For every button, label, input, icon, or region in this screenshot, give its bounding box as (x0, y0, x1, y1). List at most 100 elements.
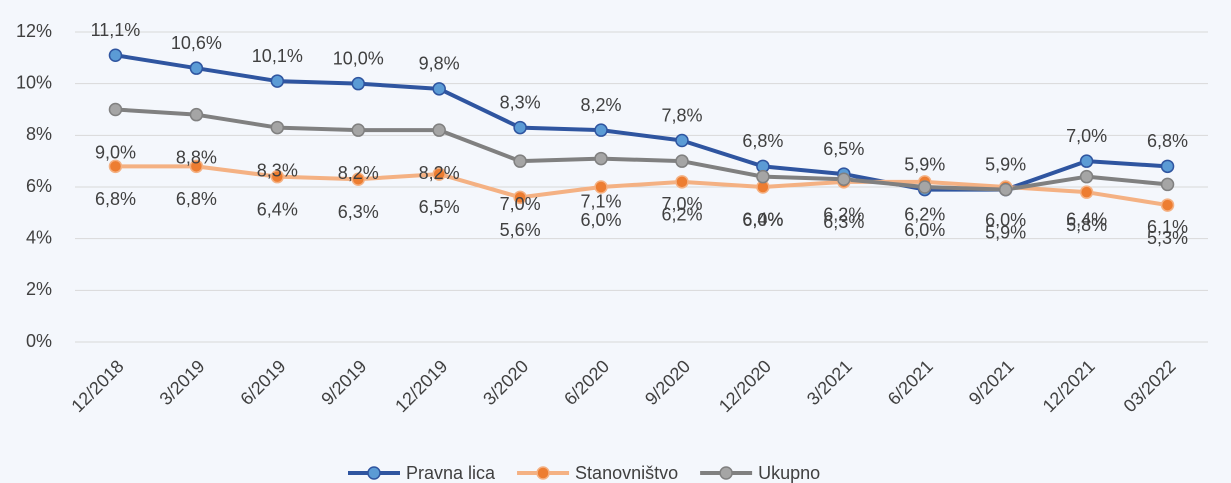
marker (189, 61, 204, 75)
marker (594, 180, 608, 194)
marker (675, 175, 689, 189)
legend-marker (367, 466, 381, 480)
data-label: 7,0% (661, 194, 702, 214)
data-label: 10,6% (171, 33, 222, 53)
legend-marker (719, 466, 733, 480)
marker (351, 123, 365, 137)
y-tick-label: 8% (26, 124, 52, 144)
data-label: 6,8% (176, 189, 217, 209)
x-tick-label: 9/2020 (641, 356, 694, 409)
marker (675, 133, 689, 148)
legend-item: Stanovništvo (517, 463, 678, 483)
data-label: 6,0% (985, 210, 1026, 230)
marker (1160, 177, 1175, 192)
data-label: 5,6% (500, 220, 541, 240)
marker (513, 120, 527, 135)
data-label: 7,0% (500, 194, 541, 214)
marker (594, 123, 608, 137)
data-label: 6,4% (742, 209, 783, 229)
data-label: 8,3% (257, 160, 298, 180)
data-label: 6,8% (1147, 131, 1188, 151)
marker (189, 159, 204, 174)
marker (108, 159, 123, 174)
data-label: 6,4% (257, 199, 298, 219)
x-tick-label: 12/2021 (1039, 356, 1099, 416)
x-tick-label: 6/2020 (560, 356, 613, 409)
marker (918, 180, 932, 194)
legend-label: Stanovništvo (575, 463, 678, 483)
data-label: 9,8% (419, 54, 460, 74)
legend-label: Ukupno (758, 463, 820, 483)
y-tick-label: 4% (26, 227, 52, 247)
marker (594, 151, 608, 166)
data-label: 5,8% (1066, 215, 1107, 235)
y-tick-label: 6% (26, 176, 52, 196)
data-label: 5,9% (985, 154, 1026, 174)
y-tick-label: 12% (16, 21, 52, 41)
y-tick-label: 0% (26, 331, 52, 351)
data-label: 10,1% (252, 46, 303, 66)
data-label: 8,2% (338, 163, 379, 183)
data-label: 5,9% (904, 154, 945, 174)
x-tick-label: 12/2019 (391, 356, 451, 416)
x-tick-label: 3/2019 (156, 356, 209, 409)
marker (432, 167, 446, 181)
data-label: 6,5% (823, 139, 864, 159)
marker (675, 154, 689, 168)
marker (1160, 198, 1175, 212)
x-tick-label: 6/2019 (236, 356, 289, 409)
data-label: 8,2% (581, 95, 622, 115)
marker (351, 172, 365, 186)
marker (1079, 185, 1094, 199)
x-tick-label: 03/2022 (1120, 356, 1180, 416)
y-tick-label: 2% (26, 279, 52, 299)
marker (1160, 159, 1175, 174)
x-tick-label: 12/2020 (715, 356, 775, 416)
data-label: 9,0% (95, 142, 136, 162)
marker (513, 154, 527, 168)
marker (270, 120, 285, 135)
data-label: 6,8% (95, 189, 136, 209)
marker (189, 107, 204, 122)
marker (108, 48, 123, 62)
data-label: 6,3% (823, 212, 864, 232)
marker (1079, 169, 1094, 184)
data-label: 6,8% (742, 131, 783, 151)
data-label: 6,2% (904, 205, 945, 225)
data-label: 5,9% (985, 222, 1026, 242)
x-tick-label: 9/2019 (317, 356, 370, 409)
data-label: 8,8% (176, 147, 217, 167)
data-label: 6,0% (581, 210, 622, 230)
marker (432, 123, 446, 137)
data-label: 7,1% (581, 191, 622, 211)
x-tick-label: 3/2020 (479, 356, 532, 409)
data-label: 11,1% (91, 20, 141, 40)
y-tick-label: 10% (16, 72, 52, 92)
data-label: 6,0% (904, 220, 945, 240)
data-label: 10,0% (333, 48, 384, 68)
line (115, 164, 1168, 208)
marker (513, 190, 527, 205)
marker (1079, 154, 1094, 168)
marker (108, 102, 123, 117)
data-label: 6,5% (419, 197, 460, 217)
x-tick-label: 12/2018 (67, 356, 127, 416)
legend-marker (536, 466, 550, 480)
data-label: 7,8% (661, 105, 702, 125)
marker (837, 172, 851, 186)
data-label: 6,1% (1147, 217, 1188, 237)
marker (432, 82, 446, 96)
data-label: 6,2% (661, 205, 702, 225)
marker (998, 182, 1013, 197)
x-tick-label: 3/2021 (803, 356, 856, 409)
legend-item: Ukupno (700, 463, 820, 483)
x-tick-label: 6/2021 (884, 356, 937, 409)
legend-label: Pravna lica (406, 463, 496, 483)
marker (270, 74, 285, 88)
line (115, 107, 1168, 192)
data-label: 6,3% (338, 202, 379, 222)
marker (756, 169, 770, 184)
marker (351, 76, 365, 91)
data-label: 6,2% (823, 205, 864, 225)
marker (270, 169, 285, 184)
